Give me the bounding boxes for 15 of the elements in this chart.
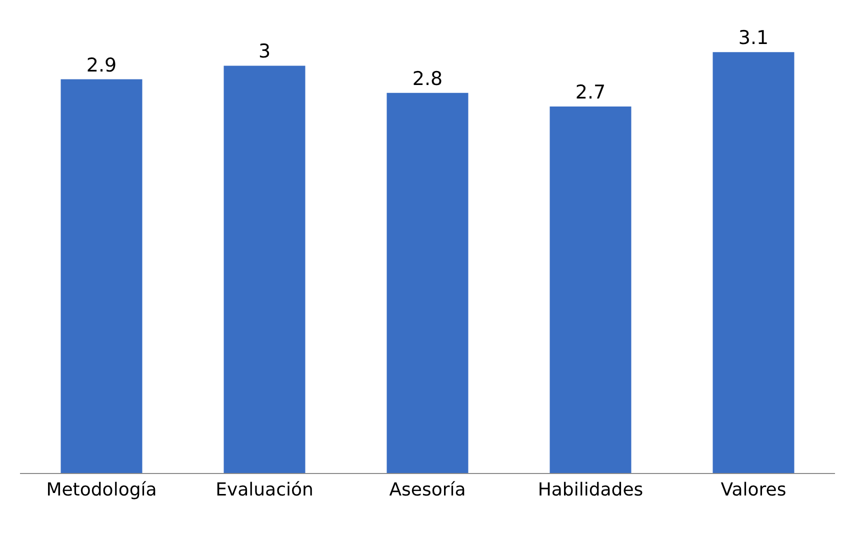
- bar: [550, 106, 632, 473]
- bar: [60, 79, 142, 473]
- x-tick-label: Valores: [720, 480, 786, 501]
- data-label: 2.7: [575, 81, 606, 104]
- data-label: 3.1: [738, 27, 769, 50]
- data-label: 2.9: [86, 54, 117, 76]
- data-label: 3: [258, 40, 271, 63]
- x-tick-label: Asesoría: [389, 480, 466, 501]
- x-tick-label: Metodología: [46, 480, 157, 501]
- data-label: 2.8: [412, 68, 443, 90]
- x-tick-label: Evaluación: [216, 480, 314, 501]
- bar: [224, 66, 306, 473]
- bar: [386, 92, 468, 473]
- x-tick-label: Habilidades: [538, 480, 644, 501]
- bar: [712, 52, 794, 473]
